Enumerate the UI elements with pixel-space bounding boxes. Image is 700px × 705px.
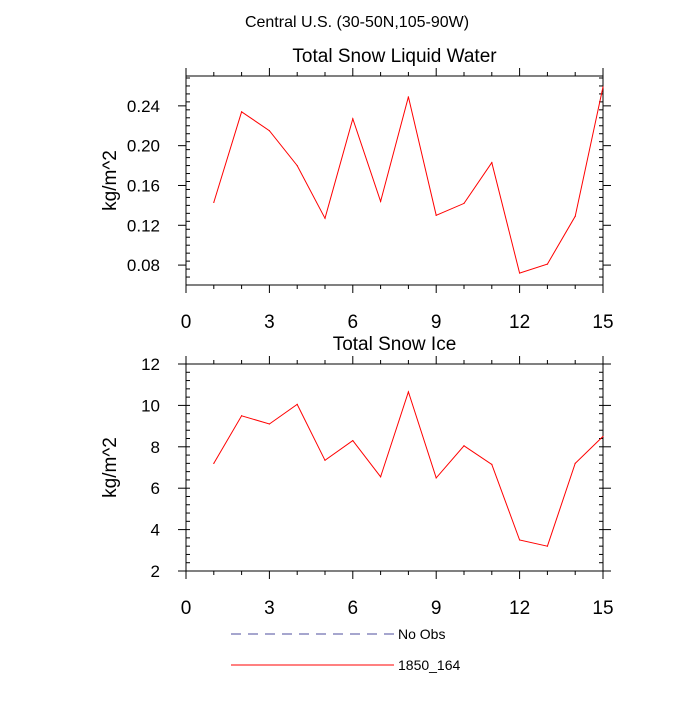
panel2-xtick-label: 12 bbox=[509, 598, 530, 619]
panel2-data-point bbox=[463, 445, 465, 447]
panel1-ylabel: kg/m^2 bbox=[100, 150, 121, 211]
panel2-data-point bbox=[519, 539, 521, 541]
panel1-data-point bbox=[213, 201, 215, 203]
panel2-xtick-label: 3 bbox=[264, 598, 275, 619]
panel1-data-point bbox=[324, 217, 326, 219]
panel1-xtick-label: 9 bbox=[431, 312, 442, 333]
panel1-data-point bbox=[407, 96, 409, 98]
panel2-xtick-label: 9 bbox=[431, 598, 442, 619]
panel1-title: Total Snow Liquid Water bbox=[292, 46, 497, 67]
panel1-ytick-label: 0.12 bbox=[127, 216, 160, 235]
panel1-data-point bbox=[491, 161, 493, 164]
panel1-xtick-label: 15 bbox=[592, 312, 613, 333]
panel1-xtick-label: 3 bbox=[264, 312, 275, 333]
panel2-data-point bbox=[241, 415, 243, 417]
panel2-ytick-label: 6 bbox=[151, 479, 160, 498]
panel2-data-point bbox=[574, 462, 576, 464]
panel2-data-point bbox=[352, 439, 354, 442]
panel1-data-point bbox=[435, 214, 437, 216]
panel2-data-point bbox=[380, 476, 382, 478]
panel2-series-line-0 bbox=[213, 390, 604, 547]
panel2-xtick-label: 15 bbox=[592, 598, 613, 619]
panel1-ytick-label: 0.16 bbox=[127, 176, 160, 195]
panel2-ytick-label: 12 bbox=[141, 355, 160, 374]
panel1-data-point bbox=[268, 130, 270, 132]
panel2-ytick-label: 2 bbox=[151, 562, 160, 581]
panel1-ytick-label: 0.20 bbox=[127, 137, 160, 156]
panel1-ytick-label: 0.24 bbox=[127, 97, 160, 116]
panel2-ytick-label: 4 bbox=[151, 521, 160, 540]
panel1-data-point bbox=[241, 111, 243, 113]
panel2-data-point bbox=[602, 435, 604, 438]
panel1-data-point bbox=[352, 118, 354, 120]
panel2-frame bbox=[185, 363, 604, 572]
panel1-xtick-label: 6 bbox=[348, 312, 359, 333]
panel1-data-point bbox=[546, 263, 549, 265]
panel2-xtick-label: 0 bbox=[181, 598, 192, 619]
panel2-data-point bbox=[491, 463, 493, 465]
legend-label-2: 1850_164 bbox=[398, 657, 461, 673]
panel1-data-point bbox=[519, 272, 521, 274]
panel2-data-point bbox=[435, 477, 437, 479]
panel1-data-point bbox=[574, 215, 576, 217]
panel1-data-point bbox=[380, 200, 382, 202]
panel2-data-point bbox=[213, 462, 215, 464]
panel1-data-point bbox=[463, 202, 465, 204]
panel1-series-line-0 bbox=[213, 86, 604, 274]
panel1-data-point bbox=[602, 86, 604, 88]
figure-suptitle: Central U.S. (30-50N,105-90W) bbox=[245, 14, 469, 31]
panel1-ytick-label: 0.08 bbox=[127, 256, 160, 275]
legend-label-1: No Obs bbox=[398, 626, 445, 642]
panel2-data-point bbox=[296, 403, 298, 405]
panel1-xtick-label: 0 bbox=[181, 312, 192, 333]
panel2-ytick-label: 8 bbox=[151, 438, 160, 457]
panel1-data-point bbox=[296, 164, 298, 167]
panel2-data-point bbox=[546, 545, 549, 547]
panel2-title: Total Snow Ice bbox=[333, 334, 457, 355]
panel1-frame bbox=[185, 75, 604, 286]
panel2-ytick-label: 10 bbox=[141, 396, 160, 415]
panel2-ylabel: kg/m^2 bbox=[100, 437, 121, 498]
panel2-data-point bbox=[407, 391, 409, 393]
panel2-xtick-label: 6 bbox=[348, 598, 359, 619]
panel1-xtick-label: 12 bbox=[509, 312, 530, 333]
panel2-data-point bbox=[324, 459, 326, 461]
panel2-data-point bbox=[268, 423, 270, 425]
